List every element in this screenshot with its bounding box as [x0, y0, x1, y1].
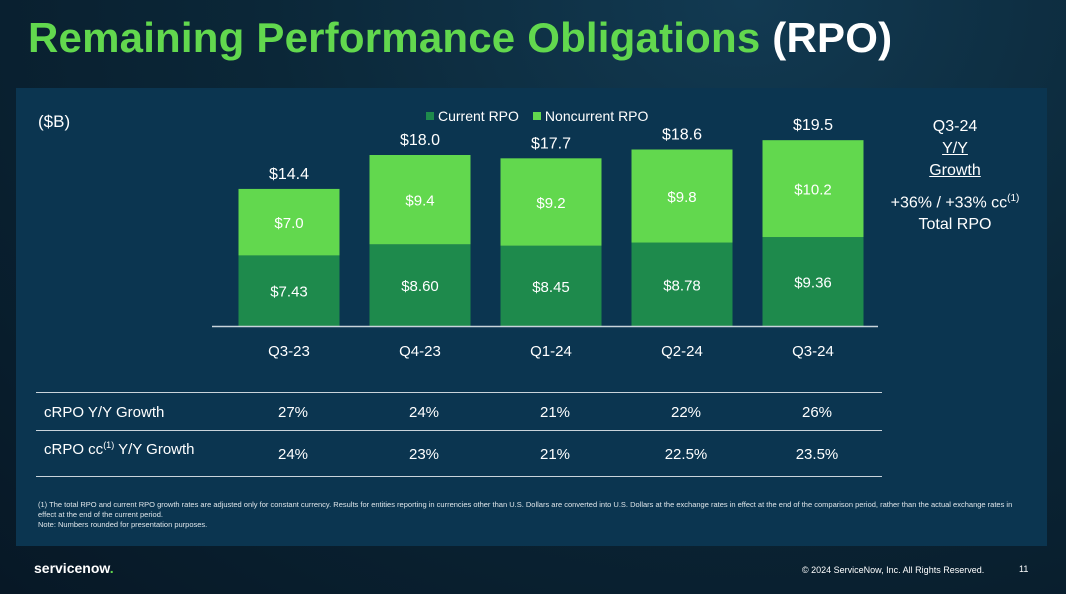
- callout-period: Q3-24: [932, 118, 978, 135]
- data-label-total: $14.4: [269, 166, 309, 183]
- bar-noncurrent-rpo: [500, 158, 602, 246]
- bar-noncurrent-rpo: [762, 140, 864, 238]
- metric-label-text: cRPO cc: [44, 441, 104, 458]
- x-tick-label: Q4-23: [399, 343, 441, 360]
- metric-value: 26%: [801, 404, 833, 421]
- bar-noncurrent-rpo: [238, 188, 340, 256]
- footnotes: (1) The total RPO and current RPO growth…: [38, 500, 1018, 530]
- metric-label-footnote: (1): [103, 440, 115, 450]
- metric-label-rest: Y/Y Growth: [114, 441, 195, 458]
- data-label-current: $8.78: [663, 277, 701, 294]
- x-tick-label: Q1-24: [530, 343, 572, 360]
- data-label-noncurrent: $9.2: [536, 195, 565, 212]
- bar-noncurrent-rpo: [631, 149, 733, 243]
- x-tick-label: Q3-24: [792, 343, 834, 360]
- footnote-2: Note: Numbers rounded for presentation p…: [38, 520, 208, 529]
- growth-callout: Q3-24 Y/Y Growth +36% / +33% cc(1) Total…: [880, 116, 1030, 236]
- x-tick-label: Q2-24: [661, 343, 703, 360]
- footnote-1: (1) The total RPO and current RPO growth…: [38, 500, 1013, 519]
- x-tick-label: Q3-23: [268, 343, 310, 360]
- callout-growth-heading: Growth: [929, 162, 981, 179]
- metric-label-text: cRPO Y/Y Growth: [44, 404, 165, 421]
- metric-value: 21%: [539, 446, 571, 463]
- legend-swatch-current: [426, 112, 434, 120]
- callout-yy: Y/Y: [942, 140, 968, 157]
- data-label-total: $18.6: [662, 126, 702, 143]
- data-label-current: $9.36: [794, 275, 832, 292]
- metric-value: 23%: [408, 446, 440, 463]
- legend-label-current: Current RPO: [438, 108, 519, 124]
- data-label-total: $17.7: [531, 135, 571, 152]
- callout-total-rpo: Total RPO: [918, 216, 992, 234]
- copyright: © 2024 ServiceNow, Inc. All Rights Reser…: [802, 565, 985, 575]
- metric-value: 27%: [277, 404, 309, 421]
- bar-current-rpo: [369, 244, 471, 326]
- legend-swatch-noncurrent: [532, 112, 541, 120]
- callout-growth-footnote: (1): [1007, 193, 1020, 204]
- data-label-noncurrent: $9.4: [405, 193, 434, 210]
- bar-noncurrent-rpo: [369, 155, 471, 245]
- chart-legend: Current RPO Noncurrent RPO: [426, 108, 648, 124]
- data-label-current: $8.60: [401, 278, 439, 295]
- title-main: Remaining Performance Obligations: [28, 14, 761, 61]
- metric-label: cRPO Y/Y Growth: [44, 404, 164, 421]
- metric-value: 24%: [408, 404, 440, 421]
- metric-value: 22%: [670, 404, 702, 421]
- logo-dot: .: [109, 560, 114, 576]
- bar-current-rpo: [238, 255, 340, 326]
- logo-text: servicenow: [34, 560, 110, 576]
- data-label-total: $18.0: [400, 132, 440, 149]
- data-label-current: $7.43: [270, 284, 308, 301]
- legend-item-current: Current RPO: [426, 108, 519, 124]
- metric-value: 24%: [277, 446, 309, 463]
- table-row: cRPO cc(1) Y/Y Growth 24% 23% 21% 22.5% …: [36, 430, 882, 477]
- metric-label: cRPO cc(1) Y/Y Growth: [44, 436, 195, 459]
- data-label-noncurrent: $10.2: [794, 182, 832, 199]
- servicenow-logo: servicenow.: [34, 560, 114, 576]
- data-label-total: $19.5: [793, 117, 833, 134]
- bar-current-rpo: [631, 242, 733, 326]
- unit-label: ($B): [38, 112, 71, 131]
- legend-label-noncurrent: Noncurrent RPO: [544, 108, 649, 124]
- data-label-noncurrent: $7.0: [274, 215, 303, 232]
- metric-value: 22.5%: [664, 446, 708, 463]
- callout-growth-text: +36% / +33% cc: [890, 194, 1008, 212]
- metric-value: 23.5%: [795, 446, 839, 463]
- bar-current-rpo: [762, 237, 864, 326]
- bar-current-rpo: [500, 245, 602, 326]
- callout-growth-value: +36% / +33% cc(1): [880, 188, 1030, 214]
- data-label-current: $8.45: [532, 279, 570, 296]
- data-label-noncurrent: $9.8: [667, 189, 696, 206]
- table-row: cRPO Y/Y Growth 27% 24% 21% 22% 26%: [36, 392, 882, 430]
- growth-metrics-table: cRPO Y/Y Growth 27% 24% 21% 22% 26% cRPO…: [36, 392, 882, 477]
- title-suffix: (RPO): [772, 14, 893, 61]
- legend-item-noncurrent: Noncurrent RPO: [532, 108, 649, 124]
- page-number: 11: [1019, 564, 1029, 574]
- page-title: Remaining Performance Obligations (RPO): [28, 14, 892, 62]
- metric-value: 21%: [539, 404, 571, 421]
